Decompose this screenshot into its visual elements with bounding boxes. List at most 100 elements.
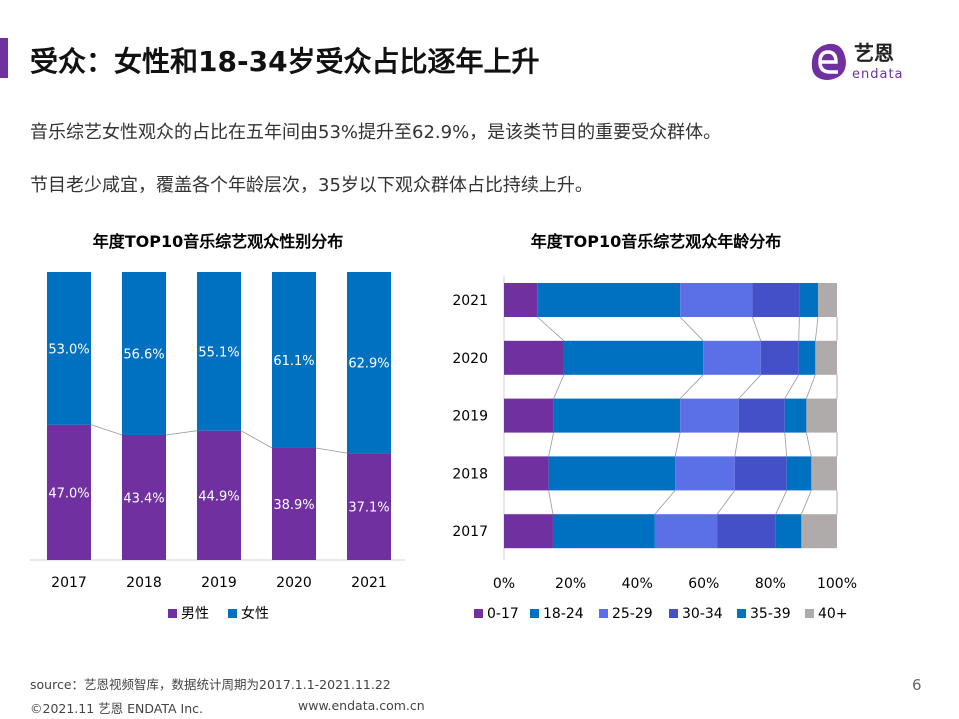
bar-男性-2019	[197, 430, 241, 560]
data-label: 55.1%	[198, 345, 239, 360]
bar-35-39-2017	[775, 514, 802, 549]
bar-女性-2017	[47, 272, 91, 425]
legend-label: 25-29	[612, 606, 653, 622]
connector-line	[537, 316, 565, 342]
legend-swatch-40+	[805, 609, 814, 618]
bar-18-24-2020	[563, 340, 704, 375]
data-label: 62.9%	[348, 357, 389, 372]
data-label: 47.0%	[48, 486, 89, 501]
bar-男性-2020	[272, 447, 316, 560]
y-tick-label: 2021	[452, 293, 488, 309]
bar-女性-2019	[197, 272, 241, 431]
bar-女性-2021	[347, 272, 391, 454]
bar-40+-2018	[811, 456, 837, 491]
y-tick-label: 2020	[452, 351, 488, 367]
y-tick-label: 2017	[452, 524, 488, 540]
bar-30-34-2020	[760, 340, 799, 375]
bar-0-17-2018	[504, 456, 549, 491]
bar-25-29-2020	[703, 340, 761, 375]
bar-18-24-2019	[553, 398, 681, 433]
legend-swatch-女性	[228, 609, 237, 618]
age-chart-title: 年度TOP10音乐综艺观众年龄分布	[531, 232, 782, 251]
legend-swatch-35-39	[737, 609, 746, 618]
bar-25-29-2021	[680, 283, 753, 317]
connector-line	[775, 490, 788, 515]
bar-35-39-2021	[799, 283, 819, 317]
connector-line	[801, 490, 812, 515]
bar-30-34-2018	[734, 456, 787, 491]
y-tick-label: 2018	[452, 466, 488, 482]
connector-line	[784, 432, 788, 457]
connector-line	[738, 374, 762, 399]
website: www.endata.com.cn	[298, 698, 425, 713]
connector-line	[752, 316, 762, 341]
x-tick-label: 100%	[817, 576, 857, 592]
legend-label: 30-34	[682, 606, 723, 622]
bar-25-29-2018	[675, 456, 735, 491]
bar-男性-2021	[347, 453, 391, 560]
summary-line-2: 节目老少咸宜，覆盖各个年龄层次，35岁以下观众群体占比持续上升。	[30, 175, 593, 196]
bar-30-34-2017	[717, 514, 776, 549]
bar-0-17-2020	[504, 340, 564, 375]
page-number: 6	[912, 676, 922, 694]
data-label: 37.1%	[348, 501, 389, 516]
bar-0-17-2017	[504, 514, 553, 549]
connector-line	[716, 490, 736, 515]
endata-logo: 艺恩 endata	[811, 41, 904, 82]
x-tick-label: 20%	[555, 576, 586, 592]
legend-swatch-男性	[168, 609, 177, 618]
data-label: 44.9%	[198, 489, 239, 504]
connector-line	[315, 447, 348, 454]
bar-25-29-2017	[654, 514, 718, 549]
legend-swatch-0-17	[474, 609, 483, 618]
connector-line	[90, 424, 123, 436]
x-tick-label: 2020	[276, 575, 312, 591]
bar-18-24-2017	[552, 514, 655, 549]
bar-0-17-2019	[504, 398, 554, 433]
legend-swatch-25-29	[599, 609, 608, 618]
data-label: 56.6%	[123, 348, 164, 363]
age-chart: 2021 2020 2019 2018 2017 0% 20% 40% 60% 80% 100% 0-…	[452, 276, 857, 622]
legend-label: 女性	[241, 605, 269, 622]
connector-line	[679, 374, 704, 399]
x-tick-label: 2021	[351, 575, 387, 591]
bar-30-34-2019	[738, 398, 785, 433]
connector-line	[674, 432, 681, 457]
y-tick-label: 2019	[452, 409, 488, 425]
data-label: 43.4%	[123, 492, 164, 507]
bar-35-39-2020	[798, 340, 816, 375]
x-tick-label: 2018	[126, 575, 162, 591]
connector-line	[548, 490, 554, 515]
connector-line	[548, 432, 555, 457]
gender-chart: 47.0% 53.0% 2017 43.4% 56.6% 2018 44.9% 55.1% 20…	[30, 272, 405, 622]
legend-swatch-30-34	[669, 609, 678, 618]
data-label: 61.1%	[273, 354, 314, 369]
bar-18-24-2021	[537, 283, 681, 317]
connector-line	[805, 374, 816, 399]
title-accent-bar	[0, 38, 8, 78]
bar-40+-2017	[801, 514, 837, 549]
connector-line	[654, 490, 676, 515]
bar-女性-2018	[122, 272, 166, 436]
connector-line	[679, 316, 704, 342]
connector-line	[805, 432, 812, 457]
connector-line	[798, 316, 800, 341]
bar-35-39-2019	[784, 398, 807, 433]
legend-label: 男性	[181, 606, 209, 622]
svg-text:endata: endata	[852, 67, 904, 82]
gender-chart-title: 年度TOP10音乐综艺观众性别分布	[93, 232, 344, 251]
legend-label: 40+	[818, 606, 848, 622]
x-tick-label: 2019	[201, 575, 237, 591]
bar-男性-2017	[47, 424, 91, 560]
connector-line	[734, 432, 740, 457]
data-label: 53.0%	[48, 342, 89, 357]
bar-40+-2021	[818, 283, 837, 317]
bar-40+-2020	[815, 340, 837, 375]
data-label: 38.9%	[273, 498, 314, 513]
connector-line	[240, 430, 273, 449]
svg-text:艺恩: 艺恩	[854, 41, 894, 65]
x-tick-label: 40%	[622, 576, 653, 592]
bar-35-39-2018	[786, 456, 812, 491]
bar-女性-2020	[272, 272, 316, 448]
